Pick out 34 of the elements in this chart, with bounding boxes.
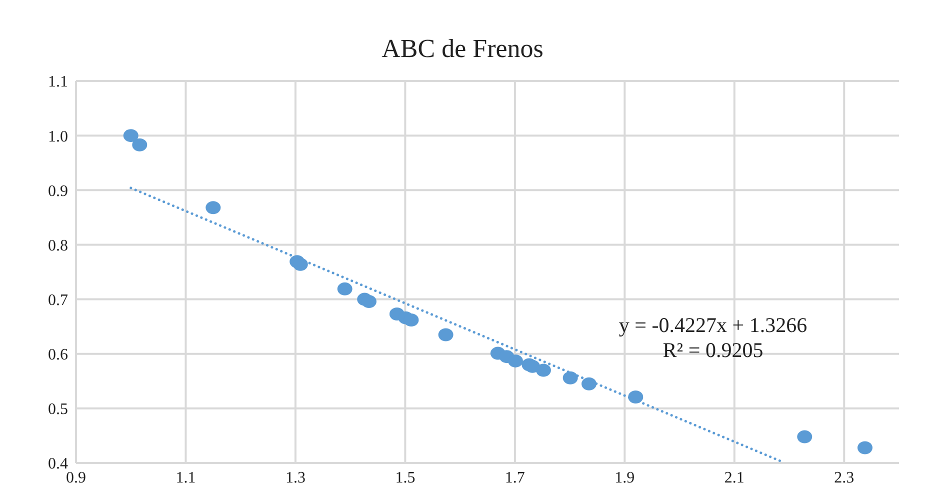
y-tick-label: 0.4 <box>48 456 68 473</box>
x-tick-label: 1.7 <box>504 469 525 486</box>
point <box>628 390 644 404</box>
chart-title: ABC de Frenos <box>380 34 544 64</box>
point <box>582 377 597 390</box>
point <box>361 294 376 308</box>
x-tick-label: 0.9 <box>66 469 86 486</box>
point <box>132 138 148 152</box>
point <box>857 441 872 454</box>
y-tick-label: 1.1 <box>48 74 68 91</box>
point <box>536 364 551 377</box>
y-tick-label: 0.6 <box>48 346 68 364</box>
x-tick-label: 1.5 <box>395 469 416 486</box>
x-tick-label: 1.1 <box>176 469 196 486</box>
x-tick-label: 1.9 <box>614 469 635 486</box>
y-tick-label: 1.0 <box>48 128 68 146</box>
y-tick-label: 0.9 <box>48 182 68 200</box>
point <box>508 354 523 368</box>
x-tick-label: 2.3 <box>834 469 854 486</box>
y-tick-label: 0.5 <box>48 401 68 418</box>
point <box>404 314 419 327</box>
y-tick-label: 0.7 <box>48 292 68 309</box>
y-tick-label: 0.8 <box>48 237 68 254</box>
point <box>797 430 812 444</box>
point <box>438 328 454 342</box>
annotation: y = -0.4227x + 1.3266 <box>618 313 808 338</box>
point <box>123 129 138 142</box>
x-tick-label: 1.3 <box>285 469 306 486</box>
point <box>206 201 221 214</box>
point <box>337 282 352 296</box>
annotation: R² = 0.9205 <box>662 338 764 363</box>
point <box>562 371 578 384</box>
x-tick-label: 2.1 <box>724 469 744 486</box>
point <box>292 258 308 271</box>
